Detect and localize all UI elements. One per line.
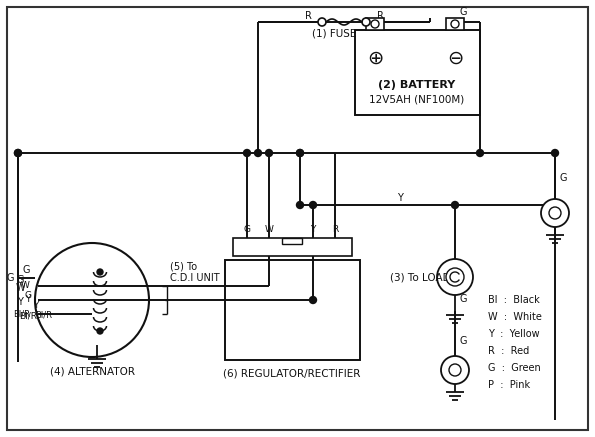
Circle shape xyxy=(296,149,303,156)
Text: Y: Y xyxy=(397,193,403,203)
Text: P  :  Pink: P : Pink xyxy=(488,380,530,390)
Text: (4) ALTERNATOR: (4) ALTERNATOR xyxy=(49,367,134,377)
Text: (2) BATTERY: (2) BATTERY xyxy=(378,80,456,90)
Circle shape xyxy=(371,20,379,28)
Circle shape xyxy=(243,149,250,156)
Text: Y  :  Yellow: Y : Yellow xyxy=(488,329,540,339)
Text: W  :  White: W : White xyxy=(488,312,542,322)
Text: 12V5AH (NF100M): 12V5AH (NF100M) xyxy=(369,95,465,105)
Text: G: G xyxy=(24,291,32,299)
Circle shape xyxy=(362,18,370,26)
Circle shape xyxy=(309,296,317,304)
Circle shape xyxy=(97,328,103,334)
Bar xyxy=(282,238,302,244)
Circle shape xyxy=(296,201,303,208)
Bar xyxy=(355,30,480,115)
Text: ⊕: ⊕ xyxy=(367,49,383,67)
Text: (5) To
C.D.I UNIT: (5) To C.D.I UNIT xyxy=(170,261,220,283)
Circle shape xyxy=(452,201,459,208)
Circle shape xyxy=(309,201,317,208)
Circle shape xyxy=(14,149,21,156)
Circle shape xyxy=(318,18,326,26)
Text: Bl/R: Bl/R xyxy=(36,311,52,319)
Bar xyxy=(233,238,352,256)
Bar xyxy=(366,18,384,30)
Text: G: G xyxy=(459,7,466,17)
Circle shape xyxy=(446,268,464,286)
Circle shape xyxy=(437,259,473,295)
Text: Bl/R: Bl/R xyxy=(13,309,30,319)
Circle shape xyxy=(552,149,559,156)
Text: (1) FUSE: (1) FUSE xyxy=(312,29,356,39)
Circle shape xyxy=(449,364,461,376)
Circle shape xyxy=(35,243,149,357)
Text: W: W xyxy=(265,225,274,235)
Circle shape xyxy=(296,149,303,156)
Circle shape xyxy=(441,356,469,384)
Circle shape xyxy=(451,20,459,28)
Text: (3) To LOAD: (3) To LOAD xyxy=(390,272,450,282)
Circle shape xyxy=(541,199,569,227)
Text: G  :  Green: G : Green xyxy=(488,363,541,373)
Text: (6) REGULATOR/RECTIFIER: (6) REGULATOR/RECTIFIER xyxy=(223,369,361,379)
Circle shape xyxy=(265,149,273,156)
Bar xyxy=(446,18,464,30)
Text: Y: Y xyxy=(33,301,39,309)
Text: Bl/R: Bl/R xyxy=(19,312,37,320)
Text: G: G xyxy=(459,294,466,304)
Text: R  :  Red: R : Red xyxy=(488,346,529,356)
Text: W: W xyxy=(15,283,25,293)
Bar xyxy=(225,260,360,360)
Text: R: R xyxy=(332,225,338,235)
Text: Bl  :  Black: Bl : Black xyxy=(488,295,540,305)
Text: ⊖: ⊖ xyxy=(447,49,463,67)
Circle shape xyxy=(549,207,561,219)
Text: Y: Y xyxy=(311,225,316,235)
Text: Y: Y xyxy=(24,295,30,305)
Text: G: G xyxy=(7,273,14,283)
Text: G: G xyxy=(22,265,30,275)
Circle shape xyxy=(97,269,103,275)
Circle shape xyxy=(477,149,484,156)
Text: G: G xyxy=(16,275,24,285)
Text: G: G xyxy=(459,336,466,346)
Text: G: G xyxy=(243,225,250,235)
Circle shape xyxy=(14,149,21,156)
Circle shape xyxy=(255,149,261,156)
Text: R: R xyxy=(305,11,311,21)
Text: G: G xyxy=(559,173,567,183)
Text: Y: Y xyxy=(17,297,23,307)
Text: R: R xyxy=(377,11,383,21)
Text: W: W xyxy=(21,281,30,291)
